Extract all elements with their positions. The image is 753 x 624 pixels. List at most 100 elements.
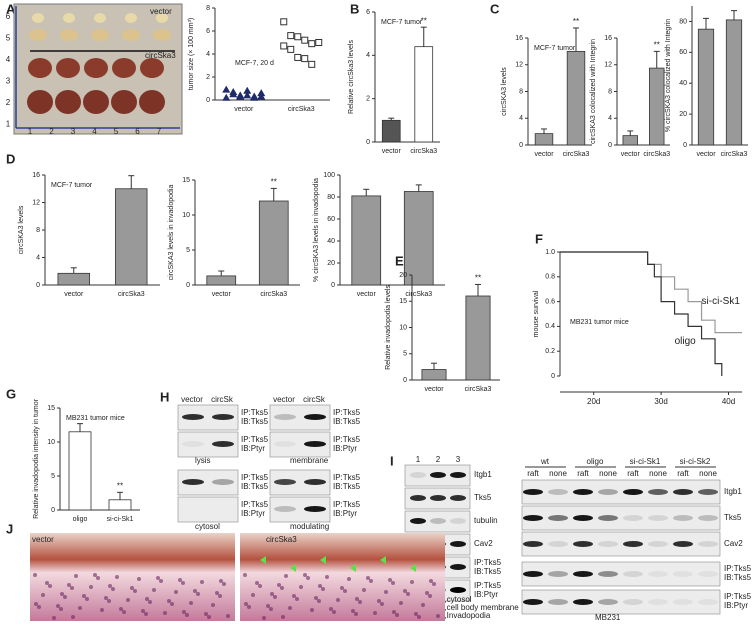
fraction-caption: modulating — [290, 522, 329, 531]
nucleus — [48, 584, 52, 588]
nucleus — [247, 605, 251, 609]
point — [236, 92, 245, 100]
nucleus — [204, 612, 208, 616]
nucleus — [406, 592, 410, 596]
nucleus — [392, 610, 396, 614]
y-axis-label: Relative circSka3 levels — [348, 40, 355, 114]
blot-label: IP:Tks5 — [333, 408, 361, 417]
blot-label: IP:Tks5 — [241, 435, 269, 444]
y-tick-label: 5 — [403, 351, 407, 358]
bar — [465, 295, 491, 381]
nucleus — [163, 611, 167, 615]
blot-band — [274, 479, 296, 485]
blot-band — [598, 515, 618, 521]
blot-label: IP:Tks5 — [333, 473, 361, 482]
blot-label: IB:Ptyr — [333, 444, 357, 453]
y-tick-label: 1.0 — [545, 249, 555, 256]
point — [229, 90, 238, 98]
nucleus — [355, 597, 359, 601]
nucleus — [329, 607, 333, 611]
blot-label: tubulin — [474, 516, 498, 525]
tumor — [112, 58, 136, 78]
y-tick-label: 0 — [519, 142, 523, 149]
ruler-label: 4 — [92, 127, 97, 136]
y-tick-label: 15 — [399, 298, 407, 305]
point — [315, 39, 323, 46]
tumor — [32, 13, 44, 23]
bar — [206, 275, 237, 286]
x-tick-label: circSka3 — [643, 151, 670, 158]
nucleus — [295, 597, 299, 601]
bar — [57, 272, 90, 286]
blot-label: IB:Tks5 — [724, 573, 752, 582]
nucleus — [207, 615, 211, 619]
ruler-label: 6 — [6, 12, 11, 21]
nucleus — [318, 584, 322, 588]
nucleus — [108, 584, 112, 588]
blot-band — [450, 541, 466, 547]
blot-band — [182, 506, 204, 512]
lane-label: 3 — [456, 455, 461, 464]
blot-band — [304, 441, 326, 447]
nucleus — [273, 595, 277, 599]
nucleus — [156, 576, 160, 580]
nucleus — [59, 607, 63, 611]
tumor — [139, 90, 165, 114]
blot-band — [212, 441, 234, 447]
bar — [649, 67, 665, 146]
nucleus — [403, 589, 407, 593]
y-tick-label: 20 — [327, 260, 335, 267]
x-tick-label: 40d — [722, 397, 735, 406]
y-tick-label: 0 — [366, 139, 370, 146]
blot-label: IB:Ptyr — [474, 590, 498, 599]
fraction-legend: 2,cell body membrane — [440, 603, 519, 612]
x-tick-label: si-ci-Sk1 — [107, 516, 134, 523]
nucleus — [388, 578, 392, 582]
blot-band — [648, 541, 668, 547]
arrow — [410, 564, 416, 572]
point — [287, 32, 295, 40]
blot-band — [523, 489, 543, 495]
blot-frame — [404, 510, 471, 533]
bar — [115, 188, 148, 286]
blot-label: Tks5 — [474, 493, 492, 502]
photo-label: vector — [150, 7, 172, 16]
y-axis-label: circSKA3 colocalized with Integrin — [590, 39, 597, 144]
nucleus — [428, 594, 432, 598]
nucleus — [93, 573, 97, 577]
nucleus — [410, 580, 414, 584]
nucleus — [78, 606, 82, 610]
x-tick-label: 30d — [654, 397, 667, 406]
x-tick-label: circSka3 — [465, 386, 492, 393]
annotation: MCF-7 tumor — [381, 19, 423, 26]
nucleus — [269, 607, 273, 611]
nucleus — [85, 597, 89, 601]
nucleus — [189, 601, 193, 605]
arrow — [290, 564, 296, 572]
ruler-label: 1 — [6, 120, 11, 129]
blot-band — [450, 472, 466, 478]
nucleus — [185, 613, 189, 617]
arrow — [350, 564, 356, 572]
nucleus — [200, 580, 204, 584]
fraction-caption: membrane — [290, 456, 329, 465]
blot-band — [623, 541, 643, 547]
blot-band — [523, 571, 543, 577]
nucleus — [130, 586, 134, 590]
nucleus — [244, 602, 248, 606]
nucleus — [421, 603, 425, 607]
blot-band — [304, 414, 326, 420]
nucleus — [262, 616, 266, 620]
bar — [403, 191, 434, 286]
nucleus — [351, 609, 355, 613]
blot-band — [410, 472, 426, 478]
series-label: oligo — [675, 336, 697, 347]
y-tick-label: 0 — [36, 282, 40, 289]
point — [250, 93, 259, 101]
nucleus — [145, 597, 149, 601]
blot-band — [673, 541, 693, 547]
nucleus — [303, 573, 307, 577]
histology-image — [240, 533, 445, 621]
bar — [351, 195, 382, 286]
y-tick-label: 16 — [32, 172, 40, 179]
